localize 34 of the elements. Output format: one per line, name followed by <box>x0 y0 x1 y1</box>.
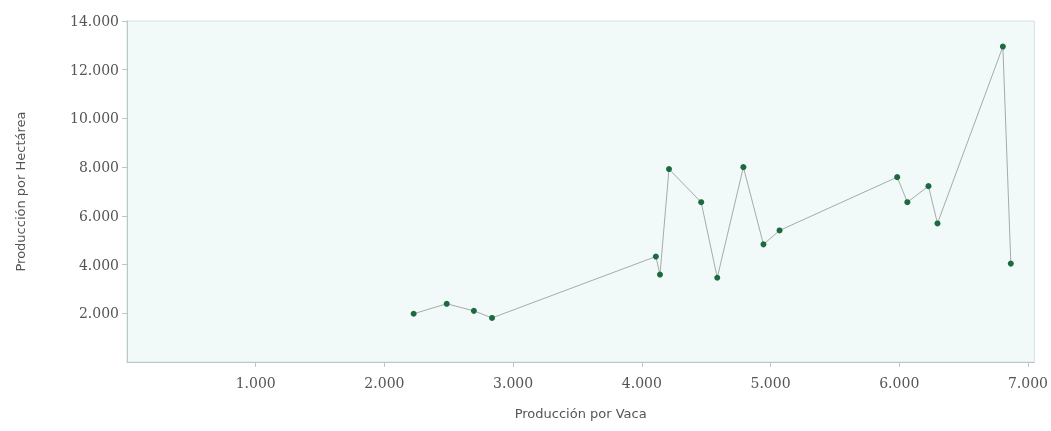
point <box>925 183 932 190</box>
y-tick-label: 12.000 <box>70 61 119 78</box>
x-tick-label: 7.000 <box>1007 375 1049 391</box>
point <box>904 199 911 206</box>
y-tick-label: 14.000 <box>70 13 119 29</box>
point <box>489 314 496 321</box>
point <box>894 174 901 181</box>
x-tick-label: 2.000 <box>364 375 405 391</box>
point <box>443 300 450 307</box>
point <box>698 199 705 206</box>
x-tick-label: 4.000 <box>621 375 662 391</box>
x-tick-label: 6.000 <box>879 375 920 391</box>
point <box>934 220 941 227</box>
x-tick-label: 1.000 <box>235 375 276 391</box>
point <box>470 307 477 314</box>
point <box>656 271 663 278</box>
y-axis-title: Producción por Hectárea <box>13 111 28 272</box>
point <box>666 166 672 173</box>
y-tick-label: 2.000 <box>78 305 119 322</box>
point <box>740 164 747 171</box>
point <box>776 227 783 234</box>
x-tick-label: 3.000 <box>493 375 534 391</box>
y-tick-label: 8.000 <box>78 159 119 176</box>
point <box>760 241 767 248</box>
point <box>410 310 417 317</box>
y-tick-label: 6.000 <box>78 207 119 224</box>
y-tick-label: 10.000 <box>70 110 119 127</box>
point <box>1007 260 1014 267</box>
x-tick-label: 5.000 <box>750 375 791 391</box>
point <box>714 274 721 281</box>
point <box>999 43 1006 50</box>
point <box>652 253 659 260</box>
y-tick-label: 4.000 <box>78 256 119 273</box>
x-axis-title: Producción por Vaca <box>514 406 647 421</box>
